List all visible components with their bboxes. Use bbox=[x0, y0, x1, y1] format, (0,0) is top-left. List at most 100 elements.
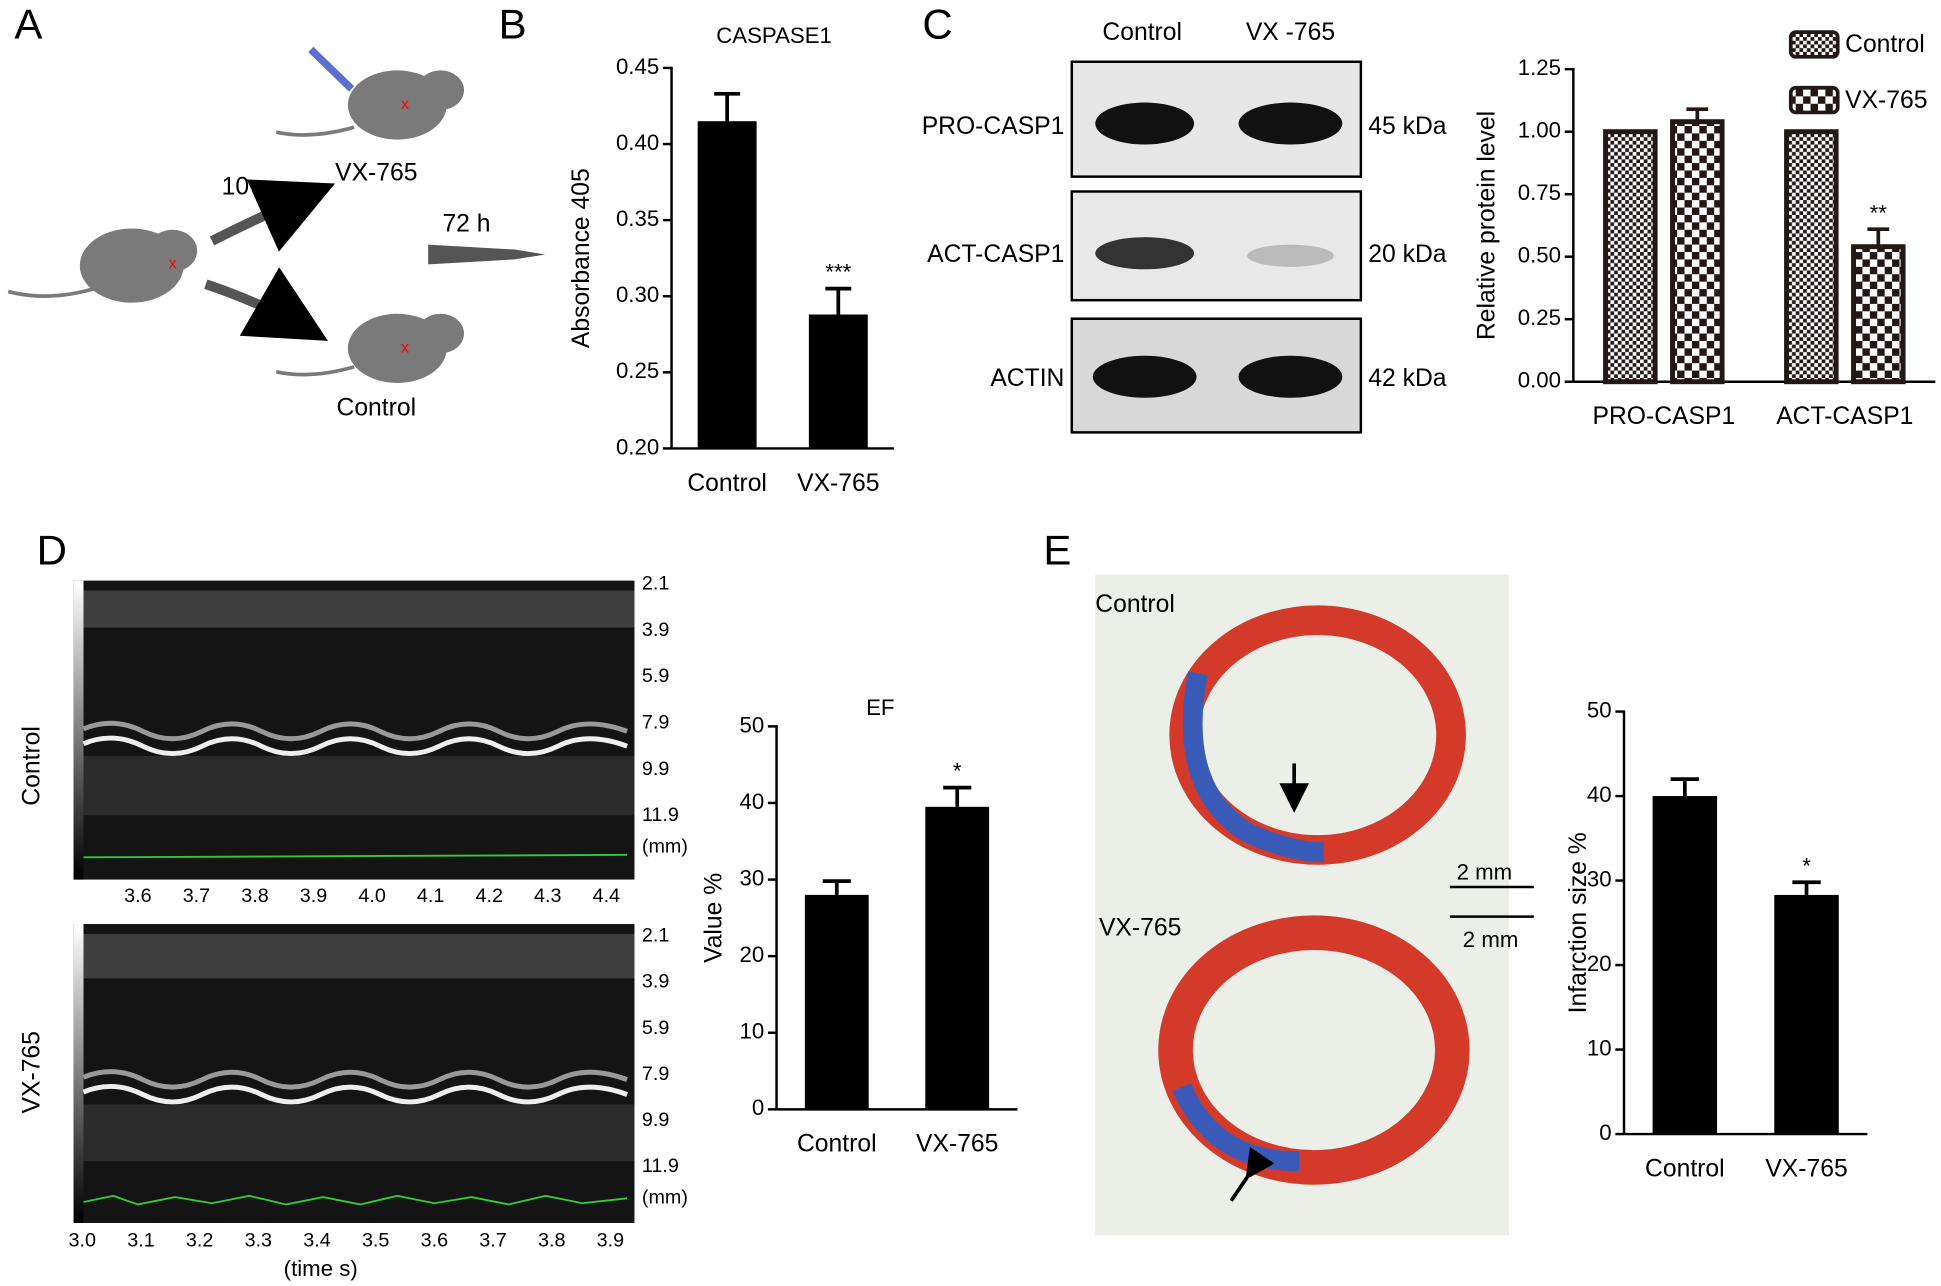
band bbox=[1092, 355, 1197, 398]
y-tick-label: 20 bbox=[1587, 951, 1612, 976]
x-tick-label: Control bbox=[1645, 1155, 1725, 1182]
y-tick-label: 0.25 bbox=[616, 358, 659, 383]
echo-tissue bbox=[83, 756, 635, 816]
bar bbox=[1670, 119, 1725, 385]
time-label: 3.7 bbox=[183, 885, 210, 907]
bar bbox=[1652, 796, 1718, 1135]
y-tick-label: 0.50 bbox=[1518, 243, 1561, 268]
time-label: 4.4 bbox=[593, 885, 620, 907]
echo-wall bbox=[82, 1069, 628, 1090]
band bbox=[1238, 102, 1343, 145]
row-label: VX-765 bbox=[18, 1031, 45, 1113]
y-tick-label: 0.75 bbox=[1518, 180, 1561, 205]
syringe bbox=[308, 46, 355, 92]
mark: x bbox=[401, 339, 409, 357]
error-bar bbox=[822, 879, 851, 895]
row-label: Control bbox=[1095, 591, 1175, 618]
x-tick-label: PRO-CASP1 bbox=[1592, 403, 1735, 430]
time-label: 4.1 bbox=[417, 885, 444, 907]
significance: ** bbox=[1870, 200, 1888, 225]
time-axis-label: (time s) bbox=[284, 1256, 358, 1281]
depth-label: 5.9 bbox=[642, 665, 669, 687]
y-tick-label: 0.35 bbox=[616, 206, 659, 231]
y-tick-label: 30 bbox=[739, 865, 764, 890]
schematic-label: VX-765 bbox=[335, 160, 417, 187]
bar bbox=[1784, 129, 1839, 385]
error-bar bbox=[1867, 227, 1890, 247]
echo-wall bbox=[82, 720, 628, 742]
legend-label: VX-765 bbox=[1845, 87, 1927, 114]
schematic-label: Control bbox=[336, 394, 416, 421]
ecg bbox=[83, 853, 628, 859]
chart-title: EF bbox=[866, 695, 894, 720]
lane-label: VX -765 bbox=[1246, 19, 1335, 46]
y-tick-label: 40 bbox=[1587, 782, 1612, 807]
time-label: 3.4 bbox=[303, 1230, 330, 1252]
depth-unit: (mm) bbox=[642, 836, 688, 858]
echo-images bbox=[73, 580, 635, 1223]
x-tick-label: VX-765 bbox=[1765, 1155, 1847, 1182]
y-tick-label: 50 bbox=[739, 712, 764, 737]
y-tick-label: 0.25 bbox=[1518, 305, 1561, 330]
arrow bbox=[428, 244, 546, 265]
y-tick-label: 50 bbox=[1587, 697, 1612, 722]
row-label: VX-765 bbox=[1099, 915, 1181, 942]
mark: x bbox=[169, 255, 177, 273]
time-label: 3.5 bbox=[362, 1230, 389, 1252]
depth-label: 7.9 bbox=[642, 1063, 669, 1085]
y-tick-label: 1.25 bbox=[1518, 55, 1561, 80]
depth-label: 2.1 bbox=[642, 925, 669, 947]
lane-label: Control bbox=[1102, 19, 1182, 46]
time-label: 4.2 bbox=[475, 885, 502, 907]
time-label: 4.0 bbox=[358, 885, 385, 907]
schematic-label: 10 m bbox=[222, 173, 277, 200]
legend-swatch bbox=[1788, 85, 1840, 115]
depth-label: 11.9 bbox=[642, 804, 679, 826]
band-label: ACTIN bbox=[990, 365, 1064, 392]
bar bbox=[804, 894, 869, 1110]
panel-label: E bbox=[1043, 527, 1071, 574]
x-tick-label: Control bbox=[687, 470, 767, 497]
error-bar bbox=[714, 91, 741, 122]
arrow bbox=[209, 179, 336, 252]
depth-label: 2.1 bbox=[642, 573, 669, 595]
y-tick-label: 0 bbox=[752, 1095, 764, 1120]
tissue bbox=[1158, 915, 1470, 1185]
significance: *** bbox=[825, 260, 851, 285]
y-axis-label: Absorbance 405 bbox=[568, 168, 595, 348]
band-size: 42 kDa bbox=[1368, 365, 1446, 392]
y-tick-label: 10 bbox=[1587, 1035, 1612, 1060]
legend-label: Control bbox=[1845, 31, 1925, 58]
mouse-tail bbox=[275, 125, 355, 137]
band bbox=[1238, 355, 1343, 398]
band-size: 45 kDa bbox=[1368, 113, 1446, 140]
panel-label: A bbox=[14, 0, 42, 47]
error-bar bbox=[943, 785, 972, 807]
infarct bbox=[1182, 671, 1325, 863]
echo-tissue bbox=[83, 1104, 635, 1162]
mouse-tail bbox=[275, 365, 355, 377]
bar bbox=[1774, 894, 1839, 1135]
mouse-head bbox=[147, 229, 198, 272]
time-label: 3.8 bbox=[241, 885, 268, 907]
y-tick-label: 0.30 bbox=[616, 282, 659, 307]
time-label: 3.9 bbox=[597, 1230, 624, 1252]
y-tick-label: 20 bbox=[739, 942, 764, 967]
time-label: 3.2 bbox=[186, 1230, 213, 1252]
x-tick-label: Control bbox=[797, 1131, 877, 1158]
depth-label: 3.9 bbox=[642, 619, 669, 641]
band bbox=[1247, 244, 1334, 267]
time-label: 3.8 bbox=[538, 1230, 565, 1252]
bar bbox=[1851, 244, 1906, 385]
gray-scale bbox=[73, 580, 84, 880]
y-tick-label: 0 bbox=[1599, 1120, 1611, 1145]
band-label: ACT-CASP1 bbox=[927, 241, 1064, 268]
scale-label: 2 mm bbox=[1457, 859, 1513, 884]
arrow bbox=[204, 267, 328, 341]
time-label: 4.3 bbox=[534, 885, 561, 907]
y-tick-label: 0.40 bbox=[616, 130, 659, 155]
blots bbox=[1070, 60, 1363, 434]
significance: * bbox=[1802, 853, 1811, 878]
band bbox=[1095, 237, 1195, 270]
